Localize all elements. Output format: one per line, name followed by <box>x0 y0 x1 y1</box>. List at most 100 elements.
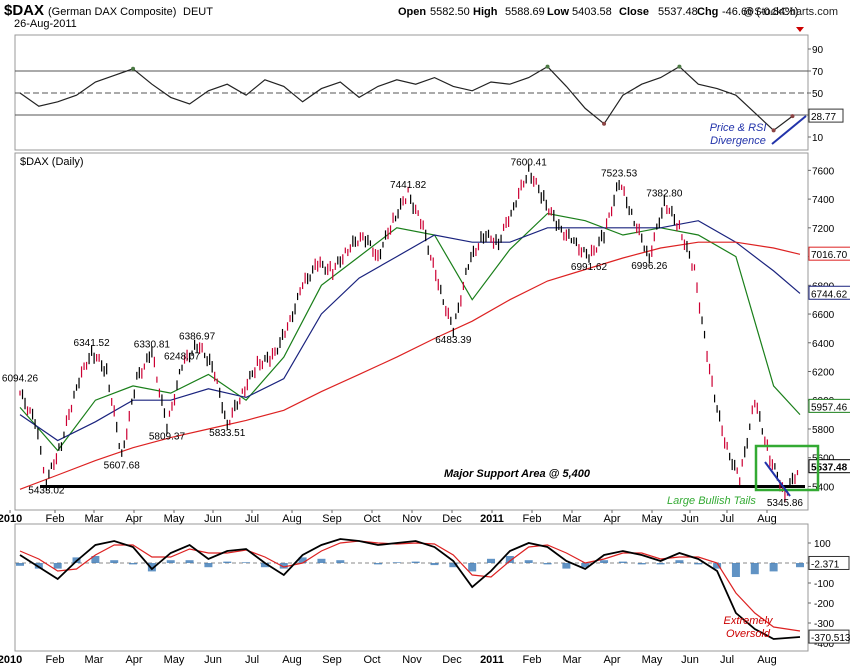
price-right-box <box>808 285 850 300</box>
price-right-label: 7016.70 <box>808 246 850 261</box>
peak-label: 6991.62 <box>571 262 608 273</box>
rsi-tick-label: 70 <box>812 67 824 78</box>
watermark: @StockCharts.com <box>743 6 838 18</box>
macd-hist-bar <box>656 563 665 565</box>
macd-hist-bar <box>562 563 571 569</box>
macd-hist-bar <box>34 563 43 569</box>
price-x-tick-label: Jun <box>204 513 222 525</box>
macd-signal-line <box>19 540 801 632</box>
macd-x-tick-label: Oct <box>363 654 380 666</box>
macd-hist-bar <box>618 561 627 563</box>
peak-label: 5607.68 <box>104 461 141 472</box>
rsi-last-label: 28.77 <box>808 108 844 123</box>
macd-hist-bar <box>204 563 213 568</box>
rsi-tick-label: 10 <box>812 133 824 144</box>
price-panel-title: $DAX (Daily) <box>20 156 84 168</box>
macd-x-tick-label: Mar <box>85 654 104 666</box>
ohlc-value: 5537.48 <box>658 6 698 18</box>
macd-x-tick-label: Feb <box>46 654 65 666</box>
macd-last-box <box>808 629 850 644</box>
macd-hist-bar <box>675 560 684 563</box>
price-x-tick-label: Jul <box>245 513 259 525</box>
rsi-tick-label: 90 <box>812 45 824 56</box>
macd-hist-bar <box>242 562 251 563</box>
macd-x-tick-label: Apr <box>125 654 142 666</box>
macd-hist-bar <box>110 560 119 563</box>
macd-hist-bar <box>430 563 439 566</box>
macd-hist-bar <box>713 563 722 569</box>
macd-hist-bar <box>731 563 740 577</box>
price-x-tick-label: Feb <box>46 513 65 525</box>
ohlc-low: Low 5403.58 <box>547 6 612 18</box>
bullish-tails-box <box>754 444 820 492</box>
price-right-box <box>808 246 850 261</box>
macd-tick-label: -400 <box>814 639 834 650</box>
macd-x-tick-label: Jun <box>204 654 222 666</box>
peak-label: 6483.39 <box>435 335 472 346</box>
price-tick-label: 5400 <box>812 482 835 493</box>
peak-label: 6094.26 <box>2 374 39 385</box>
rsi-overbought-mark <box>677 64 682 69</box>
ohlc-label: Close <box>619 6 649 18</box>
macd-hist-bar <box>373 563 382 565</box>
macd-x-tick-label: 2010 <box>0 654 22 666</box>
macd-x-tick-label: Aug <box>282 654 302 666</box>
macd-hist-bar <box>581 563 590 568</box>
ohlc-open: Open 5582.50 <box>398 6 470 18</box>
macd-layer: 1000-100-200-300-400-2.371-370.513 <box>15 538 850 650</box>
macd-hist-bar <box>260 563 269 568</box>
macd-x-tick-label: May <box>642 654 663 666</box>
ohlc-value: -46.66 (-0.84%) <box>722 6 798 18</box>
rsi-tick-label: 50 <box>812 89 824 100</box>
macd-hist-bar <box>796 563 804 568</box>
macd-hist-bar <box>487 558 496 563</box>
price-x-tick-label: Nov <box>402 513 422 525</box>
rsi-layer: 103050709028.77 <box>15 45 844 144</box>
macd-hist-bar <box>129 563 138 565</box>
macd-histogram <box>16 556 804 577</box>
macd-x-tick-label: Dec <box>442 654 462 666</box>
macd-x-tick-label: Aug <box>757 654 777 666</box>
price-x-tick-label: 2011 <box>480 513 504 525</box>
ohlc-readout: Open 5582.50 High 5588.69 Low 5403.58 Close 553… <box>398 6 798 18</box>
macd-last-box <box>808 555 850 570</box>
price-tick-label: 7200 <box>812 224 835 235</box>
macd-x-tick-label: Mar <box>563 654 582 666</box>
macd-tick-label: 100 <box>814 539 831 550</box>
price-ma-short-line <box>19 212 801 452</box>
rsi-last-box <box>808 108 844 123</box>
price-ma-mid-line <box>19 220 801 442</box>
macd-x-tick-label: 2011 <box>480 654 504 666</box>
macd-hist-bar <box>147 563 156 572</box>
peak-label: 6248.07 <box>164 352 201 363</box>
macd-x-tick-label: May <box>164 654 185 666</box>
price-x-tick-label: Feb <box>523 513 542 525</box>
price-x-tick-label: 2010 <box>0 513 22 525</box>
price-right-value: 5957.46 <box>811 402 848 413</box>
macd-x-tick-label: Jun <box>681 654 699 666</box>
rsi-last-value: 28.77 <box>811 112 836 123</box>
price-tick-label: 6400 <box>812 339 835 350</box>
peak-label: 6386.97 <box>179 332 216 343</box>
ohlc-label: Low <box>547 6 569 18</box>
x-axis: 2010 2010 Feb Feb Mar Mar Apr Apr May May Jun Jun Ju… <box>0 510 777 666</box>
header-name: (German DAX Composite) <box>48 6 176 18</box>
macd-last-value: -370.513 <box>811 633 850 644</box>
price-tick-label: 6200 <box>812 368 835 379</box>
macd-hist-bar <box>279 563 288 569</box>
rsi-annotation-line2: Divergence <box>710 135 766 147</box>
macd-hist-bar <box>505 556 514 563</box>
price-x-tick-label: May <box>164 513 185 525</box>
macd-hist-bar <box>769 563 778 572</box>
ohlc-label: Open <box>398 6 426 18</box>
macd-hist-bar <box>53 563 62 569</box>
price-right-value: 6744.62 <box>811 289 848 300</box>
macd-tick-label: -300 <box>814 619 834 630</box>
header-exchange: DEUT <box>183 6 213 18</box>
macd-last-value: -2.371 <box>811 559 840 570</box>
macd-x-tick-label: Nov <box>402 654 422 666</box>
price-right-value: 7016.70 <box>811 250 848 261</box>
rsi-divergence-line <box>771 115 807 145</box>
macd-hist-bar <box>317 558 326 563</box>
